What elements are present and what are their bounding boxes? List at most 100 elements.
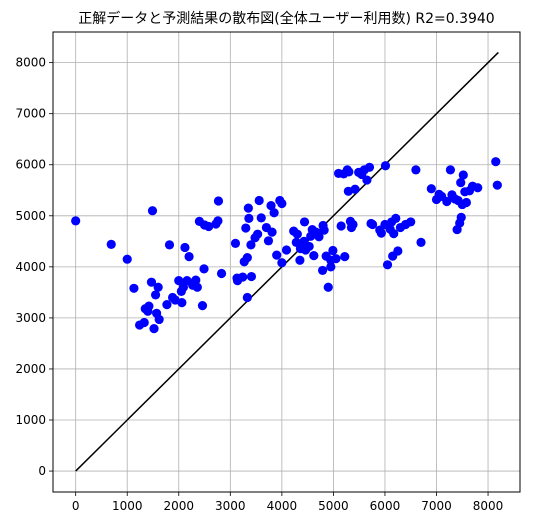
data-point [149, 324, 159, 334]
data-point [304, 241, 314, 252]
y-tick-label: 5000 [15, 209, 46, 223]
data-point [177, 297, 187, 308]
data-point [331, 254, 341, 264]
data-point [147, 206, 158, 216]
data-point [350, 184, 360, 194]
data-point [162, 300, 172, 310]
data-point [340, 252, 350, 262]
grid [53, 32, 520, 492]
data-point [362, 175, 372, 185]
x-tick-label: 8000 [473, 499, 504, 513]
y-tick-label: 3000 [15, 311, 46, 325]
data-point [309, 251, 319, 261]
data-point [393, 246, 403, 256]
data-point [253, 229, 263, 239]
data-point [277, 258, 287, 268]
data-point [389, 229, 399, 239]
data-point [426, 184, 436, 194]
y-tick-label: 4000 [15, 260, 46, 274]
data-point [150, 290, 161, 300]
y-tick-label: 2000 [15, 362, 46, 376]
scatter-points [71, 157, 502, 334]
data-point [292, 229, 302, 239]
data-point [146, 277, 157, 287]
data-point [411, 165, 421, 175]
data-point [216, 268, 227, 279]
data-point [199, 264, 209, 274]
data-point [71, 216, 81, 226]
data-point [269, 208, 279, 218]
data-point [461, 197, 471, 208]
data-point [246, 271, 257, 282]
data-point [492, 180, 502, 190]
data-point [238, 272, 248, 282]
x-tick-label: 5000 [318, 499, 349, 513]
y-tick-label: 7000 [15, 107, 46, 121]
x-tick-label: 7000 [421, 499, 452, 513]
data-point [184, 252, 194, 262]
data-point [213, 196, 224, 206]
data-point [367, 219, 378, 230]
data-point [491, 157, 501, 167]
data-point [272, 250, 282, 260]
data-point [154, 314, 164, 325]
data-point [364, 162, 375, 172]
y-tick-label: 0 [38, 464, 46, 478]
data-point [299, 217, 310, 227]
data-point [192, 282, 202, 292]
data-point [139, 317, 149, 328]
y-tick-label: 1000 [15, 413, 46, 427]
chart-title: 正解データと予測結果の散布図(全体ユーザー利用数) R2=0.3940 [78, 10, 494, 27]
data-point [295, 255, 305, 265]
data-point [256, 213, 266, 223]
data-point [204, 221, 214, 232]
data-point [197, 301, 208, 311]
data-point [445, 165, 456, 175]
data-point [406, 217, 416, 227]
data-point [230, 238, 241, 248]
data-point [473, 183, 483, 193]
data-point [328, 245, 338, 256]
data-point [242, 292, 252, 303]
x-tick-label: 1000 [112, 499, 143, 513]
plot-frame [52, 31, 521, 493]
data-point [266, 200, 276, 211]
data-point [323, 282, 333, 292]
x-tick-label: 3000 [215, 499, 246, 513]
data-point [263, 236, 274, 246]
data-point [391, 213, 401, 223]
x-axis-ticks: 0 1000 2000 3000 4000 5000 6000 7000 8000 [72, 492, 503, 513]
y-tick-label: 6000 [15, 158, 46, 172]
data-point [174, 276, 184, 286]
data-point [456, 178, 466, 188]
data-point [380, 161, 391, 171]
data-point [246, 240, 256, 250]
data-point [348, 219, 358, 230]
data-point [242, 253, 252, 263]
data-point [267, 227, 277, 237]
data-point [344, 167, 354, 177]
x-tick-label: 2000 [163, 499, 194, 513]
data-point [180, 242, 190, 253]
data-point [243, 203, 253, 213]
data-point [456, 212, 466, 222]
data-point [277, 198, 287, 209]
y-tick-label: 8000 [15, 56, 46, 70]
data-point [244, 213, 254, 223]
data-point [191, 275, 201, 285]
data-point [376, 228, 386, 238]
data-point [416, 237, 426, 247]
data-point [336, 221, 346, 231]
reference-line [75, 51, 499, 472]
data-point [129, 283, 139, 293]
data-point [241, 223, 251, 233]
data-point [164, 240, 175, 250]
data-point [326, 262, 336, 272]
data-point [213, 216, 223, 226]
data-point [144, 301, 154, 311]
data-point [153, 282, 163, 292]
data-point [314, 232, 324, 242]
data-point [106, 239, 116, 249]
x-tick-label: 4000 [267, 499, 298, 513]
